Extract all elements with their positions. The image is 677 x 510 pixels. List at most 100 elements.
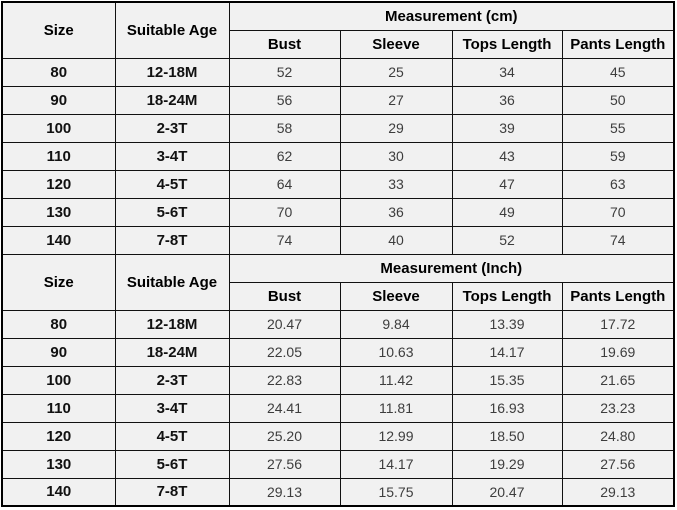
- measurement-value-cell: 70: [228, 197, 341, 227]
- size-cell: 140: [1, 225, 116, 255]
- suitable-age-cell: 3-4T: [114, 393, 230, 423]
- measurement-value-cell: 39: [451, 113, 563, 143]
- measurement-value-cell: 27.56: [561, 449, 675, 479]
- suitable-age-cell: 5-6T: [114, 197, 230, 227]
- measurement-value-cell: 52: [228, 57, 341, 87]
- table-row: 140 7-8T 74 40 52 74: [1, 225, 675, 255]
- size-cell: 120: [1, 169, 116, 199]
- suitable-age-cell: 5-6T: [114, 449, 230, 479]
- measurement-value-cell: 45: [561, 57, 675, 87]
- measurement-value-cell: 56: [228, 85, 341, 115]
- measurement-column-header: Sleeve: [339, 29, 453, 59]
- suitable-age-cell: 4-5T: [114, 421, 230, 451]
- section-header-row: Size Suitable Age Measurement (cm): [1, 1, 675, 59]
- suitable-age-cell: 4-5T: [114, 169, 230, 199]
- size-column-header: Size: [1, 1, 116, 59]
- measurement-value-cell: 20.47: [451, 477, 563, 507]
- measurement-value-cell: 12.99: [339, 421, 453, 451]
- measurement-value-cell: 24.41: [228, 393, 341, 423]
- table-row: 140 7-8T 29.13 15.75 20.47 29.13: [1, 477, 675, 507]
- section-header-row: Size Suitable Age Measurement (Inch): [1, 253, 675, 311]
- size-cell: 110: [1, 141, 116, 171]
- measurement-subheader-row: Bust Sleeve Tops Length Pants Length: [2, 29, 675, 59]
- measurement-value-cell: 33: [339, 169, 453, 199]
- table-row: 130 5-6T 70 36 49 70: [1, 197, 675, 227]
- size-cell: 100: [1, 365, 116, 395]
- measurement-value-cell: 52: [451, 225, 563, 255]
- table-row: 80 12-18M 52 25 34 45: [1, 57, 675, 87]
- measurement-value-cell: 64: [228, 169, 341, 199]
- measurement-value-cell: 27: [339, 85, 453, 115]
- table-row: 130 5-6T 27.56 14.17 19.29 27.56: [1, 449, 675, 479]
- measurement-value-cell: 16.93: [451, 393, 563, 423]
- size-cell: 80: [1, 309, 116, 339]
- table-row: 80 12-18M 20.47 9.84 13.39 17.72: [1, 309, 675, 339]
- table-row: 90 18-24M 22.05 10.63 14.17 19.69: [1, 337, 675, 367]
- suitable-age-column-header: Suitable Age: [114, 1, 230, 59]
- measurement-column-header: Bust: [228, 29, 341, 59]
- measurement-value-cell: 34: [451, 57, 563, 87]
- measurement-value-cell: 49: [451, 197, 563, 227]
- measurement-value-cell: 17.72: [561, 309, 675, 339]
- measurement-value-cell: 27.56: [228, 449, 341, 479]
- measurement-value-cell: 15.35: [451, 365, 563, 395]
- measurement-value-cell: 74: [228, 225, 341, 255]
- measurement-column-header: Tops Length: [451, 281, 563, 311]
- size-cell: 90: [1, 337, 116, 367]
- measurement-column-header: Bust: [228, 281, 341, 311]
- suitable-age-cell: 18-24M: [114, 337, 230, 367]
- measurement-value-cell: 13.39: [451, 309, 563, 339]
- measurement-value-cell: 47: [451, 169, 563, 199]
- measurement-value-cell: 29.13: [228, 477, 341, 507]
- table-row: 100 2-3T 58 29 39 55: [1, 113, 675, 143]
- suitable-age-cell: 7-8T: [114, 477, 230, 507]
- measurement-value-cell: 40: [339, 225, 453, 255]
- table-row: 110 3-4T 24.41 11.81 16.93 23.23: [1, 393, 675, 423]
- measurement-group-header: Measurement (cm): [228, 1, 675, 31]
- table-row: 120 4-5T 64 33 47 63: [1, 169, 675, 199]
- suitable-age-cell: 2-3T: [114, 113, 230, 143]
- measurement-value-cell: 29.13: [561, 477, 675, 507]
- measurement-value-cell: 24.80: [561, 421, 675, 451]
- measurement-column-header: Pants Length: [561, 29, 675, 59]
- measurement-value-cell: 22.05: [228, 337, 341, 367]
- measurement-value-cell: 30: [339, 141, 453, 171]
- measurement-value-cell: 20.47: [228, 309, 341, 339]
- measurement-value-cell: 50: [561, 85, 675, 115]
- measurement-value-cell: 25.20: [228, 421, 341, 451]
- measurement-value-cell: 63: [561, 169, 675, 199]
- measurement-value-cell: 19.29: [451, 449, 563, 479]
- measurement-column-header: Pants Length: [561, 281, 675, 311]
- size-cell: 130: [1, 449, 116, 479]
- suitable-age-cell: 3-4T: [114, 141, 230, 171]
- measurement-column-header: Sleeve: [339, 281, 453, 311]
- measurement-value-cell: 25: [339, 57, 453, 87]
- size-cell: 130: [1, 197, 116, 227]
- measurement-value-cell: 22.83: [228, 365, 341, 395]
- suitable-age-cell: 12-18M: [114, 309, 230, 339]
- size-cell: 110: [1, 393, 116, 423]
- measurement-column-header: Tops Length: [451, 29, 563, 59]
- measurement-value-cell: 36: [451, 85, 563, 115]
- measurement-value-cell: 14.17: [339, 449, 453, 479]
- measurement-value-cell: 11.42: [339, 365, 453, 395]
- table-row: 90 18-24M 56 27 36 50: [1, 85, 675, 115]
- measurement-value-cell: 10.63: [339, 337, 453, 367]
- suitable-age-cell: 2-3T: [114, 365, 230, 395]
- measurement-value-cell: 11.81: [339, 393, 453, 423]
- measurement-value-cell: 19.69: [561, 337, 675, 367]
- measurement-value-cell: 62: [228, 141, 341, 171]
- size-cell: 120: [1, 421, 116, 451]
- table-row: 120 4-5T 25.20 12.99 18.50 24.80: [1, 421, 675, 451]
- size-cell: 80: [1, 57, 116, 87]
- measurement-value-cell: 36: [339, 197, 453, 227]
- size-cell: 90: [1, 85, 116, 115]
- measurement-value-cell: 23.23: [561, 393, 675, 423]
- measurement-value-cell: 59: [561, 141, 675, 171]
- measurement-value-cell: 29: [339, 113, 453, 143]
- table-row: 100 2-3T 22.83 11.42 15.35 21.65: [1, 365, 675, 395]
- suitable-age-cell: 7-8T: [114, 225, 230, 255]
- measurement-value-cell: 55: [561, 113, 675, 143]
